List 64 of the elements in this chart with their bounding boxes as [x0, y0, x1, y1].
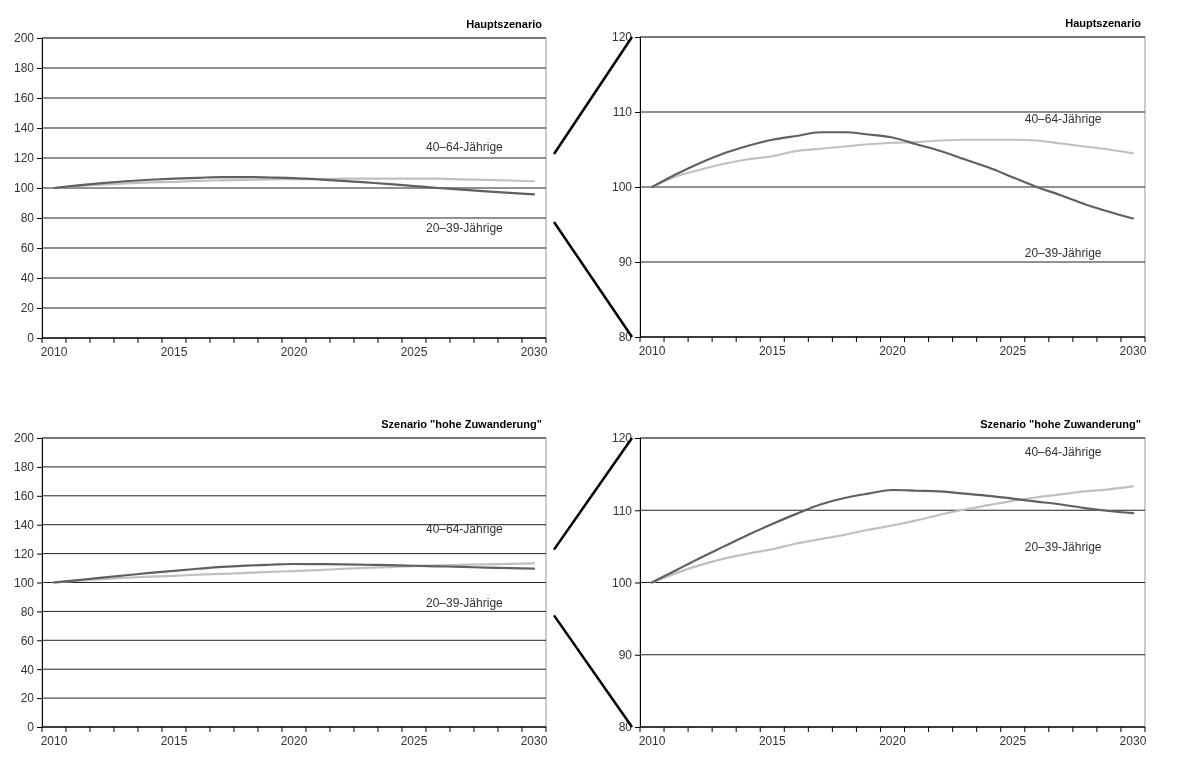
chart-title: Szenario "hohe Zuwanderung" — [381, 418, 542, 430]
y-tick-label: 20 — [20, 301, 35, 316]
y-tick-label: 140 — [13, 121, 35, 136]
y-tick-label: 80 — [20, 604, 35, 619]
x-tick-label: 2010 — [40, 734, 68, 748]
chart-title: Hauptszenario — [466, 18, 543, 30]
x-tick-label: 2030 — [1119, 344, 1147, 358]
text: 40–64-Jährige — [426, 522, 504, 537]
x-tick-label: 2015 — [758, 734, 786, 748]
line-series — [650, 138, 1135, 189]
line-series — [650, 131, 1135, 220]
x-tick-label: 2020 — [280, 345, 308, 359]
x-tick-label: 2020 — [879, 734, 907, 748]
text: 20–39-Jährige — [426, 595, 504, 610]
y-tick-label: 160 — [13, 91, 35, 106]
x-tick-label: 2010 — [638, 344, 666, 358]
y-tick-label: 160 — [13, 489, 35, 504]
y-tick-label: 120 — [13, 546, 35, 561]
text: 40–64-Jährige — [1024, 445, 1102, 460]
y-tick-label: 20 — [20, 691, 35, 706]
x-tick-label: 2025 — [400, 734, 428, 748]
x-tick-label: 2010 — [638, 734, 666, 748]
y-tick-label: 180 — [13, 61, 35, 76]
line-series — [52, 175, 536, 196]
x-tick-label: 2015 — [160, 734, 188, 748]
y-tick-label: 60 — [20, 633, 35, 648]
x-tick-label: 2025 — [999, 734, 1027, 748]
y-tick-label: 100 — [611, 575, 633, 590]
y-tick-label: 110 — [612, 503, 633, 518]
y-tick-label: 200 — [13, 431, 35, 446]
y-tick-label: 100 — [13, 575, 35, 590]
x-tick-label: 2015 — [160, 345, 188, 359]
x-tick-label: 2030 — [520, 734, 548, 748]
x-tick-label: 2030 — [520, 345, 548, 359]
chart-title: Szenario "hohe Zuwanderung" — [980, 418, 1141, 430]
text: 20–39-Jährige — [1024, 540, 1102, 555]
y-tick-label: 100 — [611, 180, 633, 195]
series-label: 40–64-Jährige — [1024, 112, 1102, 127]
x-tick-label: 2030 — [1119, 734, 1147, 748]
y-tick-label: 0 — [27, 720, 35, 735]
y-tick-label: 40 — [20, 662, 35, 677]
y-tick-label: 140 — [13, 518, 35, 533]
x-tick-label: 2010 — [40, 345, 68, 359]
text: 20–39-Jährige — [426, 221, 504, 236]
y-tick-label: 90 — [618, 255, 633, 270]
y-tick-label: 40 — [20, 271, 35, 286]
x-tick-label: 2025 — [999, 344, 1027, 358]
text: 20–39-Jährige — [1024, 245, 1102, 260]
x-tick-label: 2025 — [400, 345, 428, 359]
line-series — [52, 562, 536, 584]
y-tick-label: 60 — [20, 241, 35, 256]
x-tick-label: 2015 — [758, 344, 786, 358]
y-tick-label: 120 — [13, 151, 35, 166]
y-tick-label: 0 — [27, 331, 35, 346]
x-tick-label: 2020 — [280, 734, 308, 748]
x-tick-label: 2020 — [879, 344, 907, 358]
y-tick-label: 100 — [13, 181, 35, 196]
y-tick-label: 90 — [618, 648, 633, 663]
text: 40–64-Jährige — [426, 140, 504, 155]
chart-title: Hauptszenario — [1065, 17, 1142, 29]
y-tick-label: 80 — [20, 211, 35, 226]
y-tick-label: 110 — [612, 105, 633, 120]
y-tick-label: 180 — [13, 460, 35, 475]
y-tick-label: 200 — [13, 31, 35, 46]
